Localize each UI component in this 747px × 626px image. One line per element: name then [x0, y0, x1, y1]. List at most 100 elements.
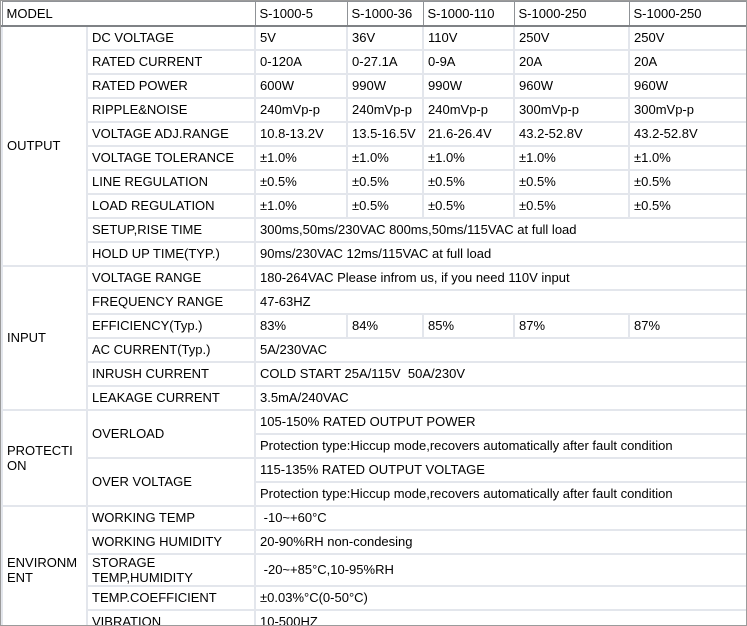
attr-label-cell: SETUP,RISE TIME: [85, 216, 257, 243]
span-value-cell: Protection type:Hiccup mode,recovers aut…: [254, 432, 746, 459]
value-cell: ±0.5%: [628, 192, 746, 219]
value-cell: ±1.0%: [513, 144, 631, 171]
attr-label-cell: STORAGE TEMP,HUMIDITY: [85, 552, 257, 587]
value-cell: ±1.0%: [254, 192, 349, 219]
attr-label-cell: OVERLOAD: [85, 408, 257, 459]
table-row: STORAGE TEMP,HUMIDITY -20~+85°C,10-95%RH: [2, 552, 746, 587]
table-row: RATED POWER 600W 990W 990W 960W 960W: [2, 72, 746, 99]
value-cell: 87%: [513, 312, 631, 339]
model-name-cell: S-1000-250: [513, 1, 630, 27]
table-row: Protection type:Hiccup mode,recovers aut…: [2, 432, 746, 459]
value-cell: 960W: [628, 72, 746, 99]
span-value-cell: ±0.03%°C(0-50°C): [254, 584, 746, 611]
table-row: Protection type:Hiccup mode,recovers aut…: [2, 480, 746, 507]
span-value-cell: 300ms,50ms/230VAC 800ms,50ms/115VAC at f…: [254, 216, 746, 243]
table-row: INRUSH CURRENT COLD START 25A/115V 50A/2…: [2, 360, 746, 387]
value-cell: 85%: [422, 312, 516, 339]
model-name-cell: S-1000-250: [628, 1, 746, 27]
attr-label-cell: FREQUENCY RANGE: [85, 288, 257, 315]
value-cell: 43.2-52.8V: [628, 120, 746, 147]
value-cell: 300mVp-p: [628, 96, 746, 123]
attr-label-cell: AC CURRENT(Typ.): [85, 336, 257, 363]
value-cell: 0-27.1A: [346, 48, 425, 75]
value-cell: ±0.5%: [422, 168, 516, 195]
value-cell: 84%: [346, 312, 425, 339]
table-row: WORKING HUMIDITY 20-90%RH non-condesing: [2, 528, 746, 555]
table-row: OUTPUT DC VOLTAGE 5V 36V 110V 250V 250V: [1, 24, 746, 267]
span-value-cell: 115-135% RATED OUTPUT VOLTAGE: [254, 456, 746, 483]
value-cell: 87%: [628, 312, 746, 339]
span-value-cell: 180-264VAC Please infrom us, if you need…: [254, 264, 746, 291]
value-cell: 20A: [513, 48, 631, 75]
table-row: LINE REGULATION ±0.5% ±0.5% ±0.5% ±0.5% …: [2, 168, 746, 195]
value-cell: 990W: [422, 72, 516, 99]
table-row: VOLTAGE ADJ.RANGE 10.8-13.2V 13.5-16.5V …: [2, 120, 746, 147]
table-row: LOAD REGULATION ±1.0% ±0.5% ±0.5% ±0.5% …: [2, 192, 746, 219]
value-cell: 20A: [628, 48, 746, 75]
span-value-cell: 47-63HZ: [254, 288, 746, 315]
value-cell: 600W: [254, 72, 349, 99]
value-cell: 13.5-16.5V: [346, 120, 425, 147]
section-cell-protection: PROTECTION: [1, 408, 88, 507]
value-cell: ±0.5%: [628, 168, 746, 195]
attr-label-cell: LEAKAGE CURRENT: [85, 384, 257, 411]
value-cell: ±1.0%: [628, 144, 746, 171]
table-row: LEAKAGE CURRENT 3.5mA/240VAC: [2, 384, 746, 411]
span-value-cell: 10-500HZ: [254, 608, 746, 625]
value-cell: ±1.0%: [346, 144, 425, 171]
value-cell: 240mVp-p: [346, 96, 425, 123]
table-row: HOLD UP TIME(TYP.) 90ms/230VAC 12ms/115V…: [2, 240, 746, 267]
span-value-cell: Protection type:Hiccup mode,recovers aut…: [254, 480, 746, 507]
value-cell: 960W: [513, 72, 631, 99]
value-cell: ±0.5%: [513, 192, 631, 219]
table-row: PROTECTION OVERLOAD 105-150% RATED OUTPU…: [1, 408, 746, 507]
span-value-cell: 105-150% RATED OUTPUT POWER: [254, 408, 746, 435]
attr-label-cell: DC VOLTAGE: [85, 24, 257, 51]
span-value-cell: -20~+85°C,10-95%RH: [254, 552, 746, 587]
table-row: ENVIRONMENT WORKING TEMP -10~+60°C: [1, 504, 746, 625]
value-cell: 0-120A: [254, 48, 349, 75]
table-row: EFFICIENCY(Typ.) 83% 84% 85% 87% 87%: [2, 312, 746, 339]
value-cell: 21.6-26.4V: [422, 120, 516, 147]
value-cell: 300mVp-p: [513, 96, 631, 123]
table-row: AC CURRENT(Typ.) 5A/230VAC: [2, 336, 746, 363]
model-name-cell: S-1000-110: [422, 1, 515, 27]
attr-label-cell: HOLD UP TIME(TYP.): [85, 240, 257, 267]
value-cell: ±0.5%: [513, 168, 631, 195]
model-name-cell: S-1000-5: [254, 1, 348, 27]
attr-label-cell: RATED CURRENT: [85, 48, 257, 75]
header-row: MODEL S-1000-5 S-1000-36 S-1000-110 S-10…: [1, 1, 746, 27]
table-row: OVER VOLTAGE 115-135% RATED OUTPUT VOLTA…: [2, 456, 746, 507]
value-cell: 240mVp-p: [254, 96, 349, 123]
value-cell: 250V: [513, 24, 631, 51]
attr-label-cell: LOAD REGULATION: [85, 192, 257, 219]
value-cell: 0-9A: [422, 48, 516, 75]
value-cell: ±1.0%: [254, 144, 349, 171]
value-cell: 5V: [254, 24, 349, 51]
value-cell: ±0.5%: [254, 168, 349, 195]
table-row: SETUP,RISE TIME 300ms,50ms/230VAC 800ms,…: [2, 216, 746, 243]
span-value-cell: -10~+60°C: [254, 504, 746, 531]
value-cell: 990W: [346, 72, 425, 99]
attr-label-cell: RATED POWER: [85, 72, 257, 99]
attr-label-cell: TEMP.COEFFICIENT: [85, 584, 257, 611]
table-row: TEMP.COEFFICIENT ±0.03%°C(0-50°C): [2, 584, 746, 611]
span-value-cell: 5A/230VAC: [254, 336, 746, 363]
table-row: VIBRATION 10-500HZ: [2, 608, 746, 625]
table-row: INPUT VOLTAGE RANGE 180-264VAC Please in…: [1, 264, 746, 411]
span-value-cell: COLD START 25A/115V 50A/230V: [254, 360, 746, 387]
attr-label-cell: WORKING TEMP: [85, 504, 257, 531]
attr-label-cell: INRUSH CURRENT: [85, 360, 257, 387]
attr-label-cell: EFFICIENCY(Typ.): [85, 312, 257, 339]
attr-label-cell: VOLTAGE RANGE: [85, 264, 257, 291]
table-row: VOLTAGE TOLERANCE ±1.0% ±1.0% ±1.0% ±1.0…: [2, 144, 746, 171]
table-row: RATED CURRENT 0-120A 0-27.1A 0-9A 20A 20…: [2, 48, 746, 75]
value-cell: ±0.5%: [422, 192, 516, 219]
section-cell-output: OUTPUT: [1, 24, 88, 267]
table-row: RIPPLE&NOISE 240mVp-p 240mVp-p 240mVp-p …: [2, 96, 746, 123]
value-cell: ±0.5%: [346, 192, 425, 219]
section-cell-environment: ENVIRONMENT: [1, 504, 88, 625]
attr-label-cell: VOLTAGE ADJ.RANGE: [85, 120, 257, 147]
